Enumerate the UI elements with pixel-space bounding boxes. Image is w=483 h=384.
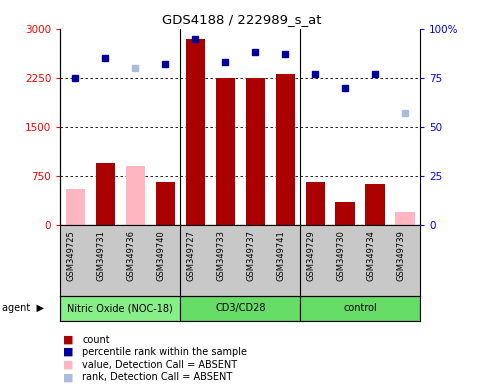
Bar bbox=[156, 182, 175, 225]
Bar bbox=[336, 202, 355, 225]
Bar bbox=[126, 166, 145, 225]
Bar bbox=[96, 163, 115, 225]
Text: control: control bbox=[343, 303, 377, 313]
Text: rank, Detection Call = ABSENT: rank, Detection Call = ABSENT bbox=[82, 372, 232, 382]
Bar bbox=[366, 184, 385, 225]
Bar bbox=[275, 74, 295, 225]
Text: GSM349733: GSM349733 bbox=[216, 230, 225, 281]
Text: percentile rank within the sample: percentile rank within the sample bbox=[82, 347, 247, 357]
Text: Nitric Oxide (NOC-18): Nitric Oxide (NOC-18) bbox=[68, 303, 173, 313]
Text: GSM349727: GSM349727 bbox=[186, 230, 195, 281]
Bar bbox=[396, 212, 415, 225]
Text: CD3/CD28: CD3/CD28 bbox=[215, 303, 266, 313]
Text: agent  ▶: agent ▶ bbox=[2, 303, 44, 313]
Text: GSM349730: GSM349730 bbox=[336, 230, 345, 281]
Text: ■: ■ bbox=[63, 372, 73, 382]
Text: count: count bbox=[82, 335, 110, 345]
Bar bbox=[245, 78, 265, 225]
Bar bbox=[215, 78, 235, 225]
Text: GSM349739: GSM349739 bbox=[396, 230, 405, 281]
Bar bbox=[300, 296, 420, 321]
Text: GSM349729: GSM349729 bbox=[306, 230, 315, 281]
Text: GSM349734: GSM349734 bbox=[366, 230, 375, 281]
Text: ■: ■ bbox=[63, 360, 73, 370]
Text: ■: ■ bbox=[63, 347, 73, 357]
Text: GSM349740: GSM349740 bbox=[156, 230, 165, 281]
Bar bbox=[306, 182, 325, 225]
Text: GSM349731: GSM349731 bbox=[96, 230, 105, 281]
Bar bbox=[66, 189, 85, 225]
Text: GSM349736: GSM349736 bbox=[127, 230, 135, 281]
Bar bbox=[60, 296, 180, 321]
Text: GSM349725: GSM349725 bbox=[66, 230, 75, 281]
Text: GDS4188 / 222989_s_at: GDS4188 / 222989_s_at bbox=[162, 13, 321, 26]
Bar bbox=[180, 296, 300, 321]
Text: ■: ■ bbox=[63, 335, 73, 345]
Text: value, Detection Call = ABSENT: value, Detection Call = ABSENT bbox=[82, 360, 237, 370]
Text: GSM349741: GSM349741 bbox=[276, 230, 285, 281]
Text: GSM349737: GSM349737 bbox=[246, 230, 256, 281]
Bar bbox=[185, 39, 205, 225]
